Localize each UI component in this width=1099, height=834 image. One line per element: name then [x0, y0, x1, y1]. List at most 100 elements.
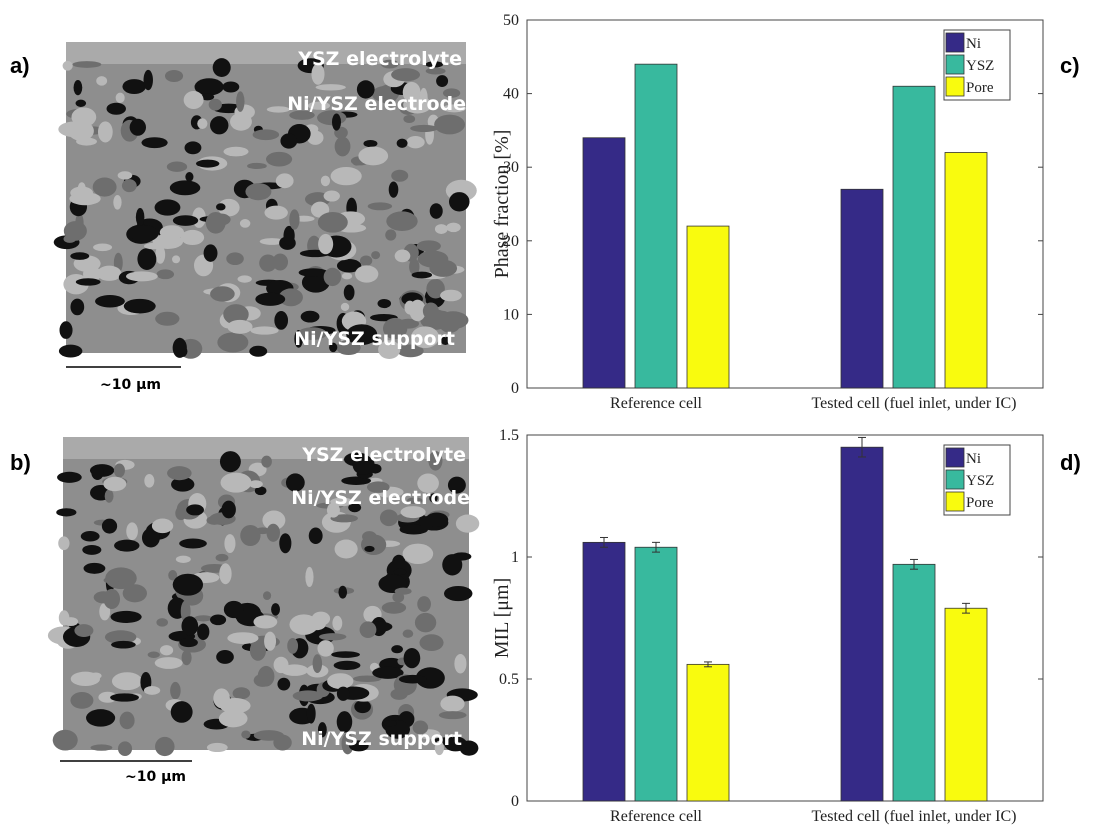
grain: [74, 624, 94, 638]
grain: [241, 730, 251, 739]
panel-label: a): [10, 53, 30, 78]
grain: [117, 741, 133, 757]
grain: [82, 266, 102, 282]
grain: [252, 129, 280, 141]
grain: [341, 272, 353, 280]
grain: [334, 136, 351, 157]
scale-bar-label: ~10 μm: [125, 769, 186, 785]
grain: [226, 252, 244, 266]
grain: [93, 591, 114, 604]
grain: [223, 146, 249, 157]
grain: [249, 345, 268, 357]
grain: [101, 518, 118, 534]
grain: [378, 340, 401, 359]
x-tick-label: Tested cell (fuel inlet, under IC): [811, 808, 1016, 825]
grain: [364, 545, 375, 552]
grain: [104, 489, 114, 503]
grain: [434, 224, 448, 234]
grain: [438, 711, 467, 720]
grain: [206, 742, 228, 753]
grain: [307, 101, 331, 110]
bar: [582, 541, 626, 802]
grain: [206, 515, 223, 525]
grain: [307, 618, 326, 631]
micrograph-label: YSZ electrolyte: [301, 444, 466, 466]
grain: [402, 629, 414, 638]
grain: [90, 672, 102, 680]
grain: [336, 711, 353, 733]
bar: [634, 63, 678, 389]
micrograph-label: Ni/YSZ support: [294, 328, 455, 350]
grain: [447, 476, 466, 494]
grain: [428, 450, 443, 471]
grain: [334, 539, 358, 559]
grain: [159, 225, 185, 240]
grain: [399, 524, 429, 535]
grain: [125, 271, 158, 282]
grain: [215, 553, 229, 562]
y-axis-label: MIL [μm]: [491, 578, 513, 659]
grain: [377, 298, 392, 309]
grain: [259, 238, 285, 245]
legend-swatch: [945, 54, 965, 75]
error-bar: [652, 541, 660, 553]
legend-swatch: [945, 76, 965, 97]
grain: [386, 211, 418, 232]
grain: [213, 688, 230, 709]
grain: [393, 568, 407, 576]
grain: [307, 130, 324, 145]
grain: [262, 591, 272, 600]
grain: [70, 298, 85, 316]
grain: [212, 58, 231, 77]
grain: [56, 508, 77, 517]
grain: [367, 202, 393, 211]
grain: [425, 512, 449, 527]
grain: [147, 651, 160, 658]
grain: [126, 522, 138, 541]
grain: [359, 621, 377, 639]
y-axis-label: Phase fraction [%]: [491, 130, 513, 279]
bar: [686, 663, 730, 802]
grain: [426, 278, 445, 299]
grain: [184, 141, 202, 155]
grain: [151, 518, 174, 534]
grain: [333, 660, 361, 670]
legend-label: Ni: [966, 451, 981, 467]
grain: [70, 691, 94, 709]
grain: [119, 711, 135, 730]
y-tick-label: 0: [511, 380, 519, 397]
grain: [416, 240, 441, 252]
grain: [180, 229, 205, 246]
grain: [341, 732, 354, 755]
grain: [446, 222, 461, 233]
grain: [439, 317, 461, 333]
grain: [359, 255, 373, 266]
grain: [217, 198, 240, 217]
grain: [237, 275, 252, 283]
grain: [381, 601, 407, 614]
grain: [223, 304, 249, 325]
grain: [417, 596, 431, 612]
grain: [141, 527, 160, 548]
micrograph-label: Ni/YSZ electrode: [287, 93, 466, 115]
legend-swatch: [945, 491, 965, 512]
x-tick-label: Tested cell (fuel inlet, under IC): [811, 395, 1016, 412]
grain: [397, 318, 420, 329]
grain: [141, 137, 168, 149]
grain: [82, 544, 102, 555]
grain: [266, 106, 291, 113]
grain: [217, 332, 249, 353]
error-bar: [600, 536, 608, 548]
grain: [385, 229, 397, 241]
grain: [73, 80, 83, 96]
grain: [442, 104, 466, 113]
micrograph-label: Ni/YSZ support: [301, 728, 462, 750]
grain: [331, 113, 341, 131]
grain: [306, 703, 316, 724]
x-tick-label: Reference cell: [610, 395, 702, 412]
grain: [371, 251, 381, 260]
grain: [266, 523, 280, 542]
grain: [417, 473, 439, 494]
grain: [111, 672, 143, 691]
grain: [380, 59, 399, 69]
